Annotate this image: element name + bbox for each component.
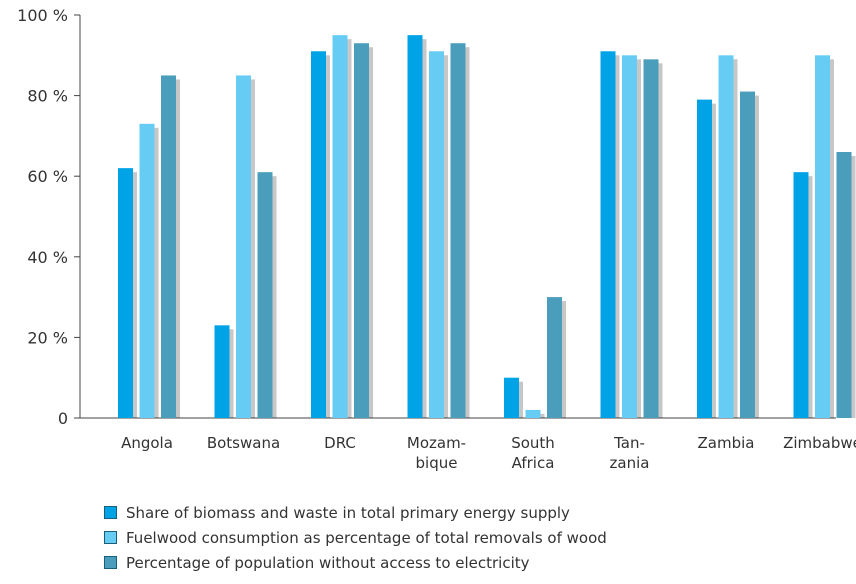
bar <box>236 75 251 418</box>
bar <box>311 51 326 419</box>
bar <box>718 55 734 419</box>
bar <box>697 99 712 418</box>
legend-swatch-electricity <box>104 556 117 569</box>
bar <box>407 35 423 419</box>
y-tick-label: 40 % <box>27 248 68 267</box>
bar <box>118 168 133 418</box>
y-tick-label: 0 <box>58 409 68 428</box>
x-category-label: Africa <box>512 454 555 472</box>
bar <box>836 152 852 418</box>
y-tick-label: 20 % <box>27 328 68 347</box>
x-category-label: South <box>511 434 555 452</box>
y-tick-label: 80 % <box>27 87 68 106</box>
legend: Share of biomass and waste in total prim… <box>104 500 607 575</box>
legend-label-electricity: Percentage of population without access … <box>126 553 530 572</box>
bar <box>257 172 273 418</box>
bar <box>354 43 369 419</box>
bar <box>450 43 466 419</box>
bar <box>214 325 230 418</box>
legend-label-fuelwood: Fuelwood consumption as percentage of to… <box>126 528 607 547</box>
bar <box>525 409 541 418</box>
bar <box>429 51 444 419</box>
legend-label-biomass: Share of biomass and waste in total prim… <box>126 503 570 522</box>
y-tick-label: 60 % <box>27 167 68 186</box>
bar-chart: 0 20 % 40 % 60 % 80 % 100 % Angola Botswana DRC M… <box>17 6 856 472</box>
bar <box>547 297 562 418</box>
x-category-label: Botswana <box>207 434 280 452</box>
bar <box>643 59 659 419</box>
bars <box>118 35 852 419</box>
x-category-label: bique <box>416 454 458 472</box>
bar <box>793 172 809 418</box>
legend-item-biomass: Share of biomass and waste in total prim… <box>104 500 607 525</box>
y-tick-label: 100 % <box>17 6 68 25</box>
bar <box>622 55 637 419</box>
x-category-label: DRC <box>324 434 356 452</box>
legend-item-electricity: Percentage of population without access … <box>104 550 607 575</box>
bar <box>600 51 616 419</box>
bar <box>740 91 755 418</box>
legend-swatch-biomass <box>104 506 117 519</box>
bar <box>161 75 176 418</box>
bar <box>332 35 348 419</box>
x-category-label: zania <box>610 454 650 472</box>
bar <box>815 55 830 419</box>
legend-item-fuelwood: Fuelwood consumption as percentage of to… <box>104 525 607 550</box>
labels: 0 20 % 40 % 60 % 80 % 100 % Angola Botswana DRC M… <box>17 6 856 472</box>
x-category-label: Zimbabwe <box>783 434 856 452</box>
x-category-label: Tan- <box>613 434 645 452</box>
bar <box>139 123 155 418</box>
x-category-label: Angola <box>121 434 173 452</box>
x-category-label: Zambia <box>698 434 755 452</box>
x-category-label: Mozam- <box>407 434 466 452</box>
bar <box>504 377 519 418</box>
legend-swatch-fuelwood <box>104 531 117 544</box>
